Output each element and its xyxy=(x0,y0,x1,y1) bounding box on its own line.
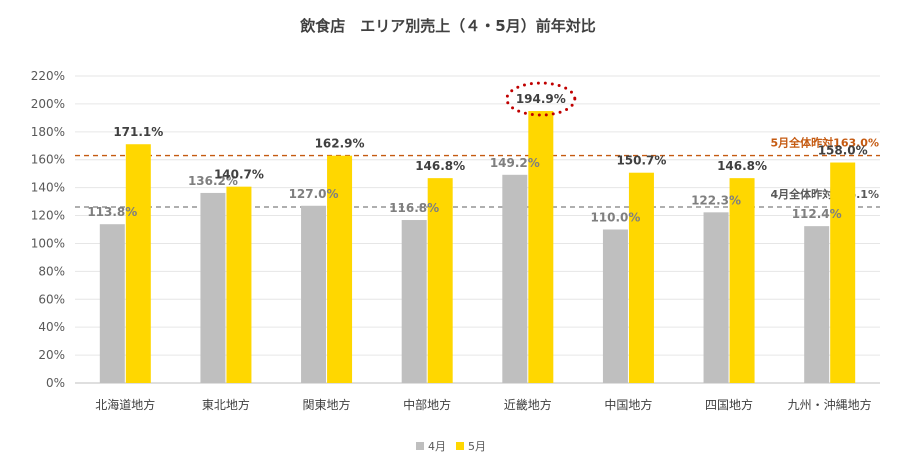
data-label-april: 122.3% xyxy=(691,193,741,207)
chart-title: 飲食店 エリア別売上（４・5月）前年対比 xyxy=(299,17,595,35)
y-tick-label: 120% xyxy=(31,209,65,223)
legend-swatch-may xyxy=(456,442,464,450)
data-label-april: 149.2% xyxy=(490,156,540,170)
data-label-april: 127.0% xyxy=(289,187,339,201)
legend-label-april: 4月 xyxy=(428,440,446,453)
bar-april xyxy=(703,212,729,383)
bar-may xyxy=(427,178,453,383)
data-label-april: 116.8% xyxy=(389,201,439,215)
data-label-april: 110.0% xyxy=(590,211,640,225)
x-tick-label: 近畿地方 xyxy=(504,397,552,412)
bar-april xyxy=(99,224,125,383)
y-tick-label: 40% xyxy=(38,320,65,334)
data-label-may: 140.7% xyxy=(214,168,264,182)
x-tick-label: 四国地方 xyxy=(705,397,753,412)
data-label-april: 113.8% xyxy=(87,205,137,219)
bar-april xyxy=(200,192,226,383)
y-tick-label: 140% xyxy=(31,181,65,195)
highlight-ellipse xyxy=(505,81,577,117)
data-label-may: 162.9% xyxy=(315,137,365,151)
gridlines xyxy=(75,75,880,384)
x-tick-label: 北海道地方 xyxy=(95,397,155,412)
bar-april xyxy=(401,220,427,383)
bars xyxy=(99,111,856,383)
y-tick-label: 200% xyxy=(31,97,65,111)
legend-label-may: 5月 xyxy=(468,440,486,453)
x-tick-label: 九州・沖縄地方 xyxy=(788,397,872,412)
bar-april xyxy=(804,226,830,383)
legend-swatch-april xyxy=(416,442,424,450)
bar-may xyxy=(729,178,755,383)
legend: 4月 5月 xyxy=(416,440,486,453)
y-tick-label: 60% xyxy=(38,292,65,306)
data-label-april: 136.2% xyxy=(188,174,238,188)
x-axis-tick-labels: 北海道地方 東北地方 関東地方 中部地方 近畿地方 中国地方 四国地方 九州・沖縄地方 xyxy=(95,397,871,412)
x-tick-label: 中国地方 xyxy=(604,397,652,412)
bar-may xyxy=(226,186,252,383)
y-tick-label: 80% xyxy=(38,264,65,278)
y-tick-label: 220% xyxy=(31,69,65,83)
y-tick-label: 160% xyxy=(31,153,65,167)
bar-may xyxy=(628,172,654,383)
bar-april xyxy=(502,174,528,383)
reference-line-label: 5月全体昨対163.0% xyxy=(771,136,879,150)
data-label-may: 194.9% xyxy=(516,92,566,106)
x-tick-label: 関東地方 xyxy=(303,397,351,412)
y-tick-label: 20% xyxy=(38,348,65,362)
bar-may xyxy=(830,162,856,383)
data-label-may: 158.0% xyxy=(818,144,868,158)
y-tick-label: 0% xyxy=(46,376,65,390)
y-axis-tick-labels: 0% 20% 40% 60% 80% 100% 120% 140% 160% 180% 200% 22… xyxy=(31,69,65,390)
y-tick-label: 100% xyxy=(31,236,65,250)
x-tick-label: 中部地方 xyxy=(403,397,451,412)
bar-may xyxy=(528,111,554,383)
reference-line-label: 4月全体昨対126.1% xyxy=(771,187,879,201)
data-label-may: 146.8% xyxy=(415,159,465,173)
data-labels: 113.8% 171.1% 136.2%140.7% 127.0% 162.9% 116.… xyxy=(87,81,868,225)
data-label-april: 112.4% xyxy=(792,207,842,221)
data-label-may: 146.8% xyxy=(717,159,767,173)
bar-may xyxy=(125,144,151,383)
bar-april xyxy=(602,229,628,383)
bar-may xyxy=(327,155,353,383)
bar-april xyxy=(301,205,327,383)
data-label-may: 171.1% xyxy=(113,125,163,139)
data-label-may: 150.7% xyxy=(616,154,666,168)
x-tick-label: 東北地方 xyxy=(202,397,250,412)
y-tick-label: 180% xyxy=(31,125,65,139)
